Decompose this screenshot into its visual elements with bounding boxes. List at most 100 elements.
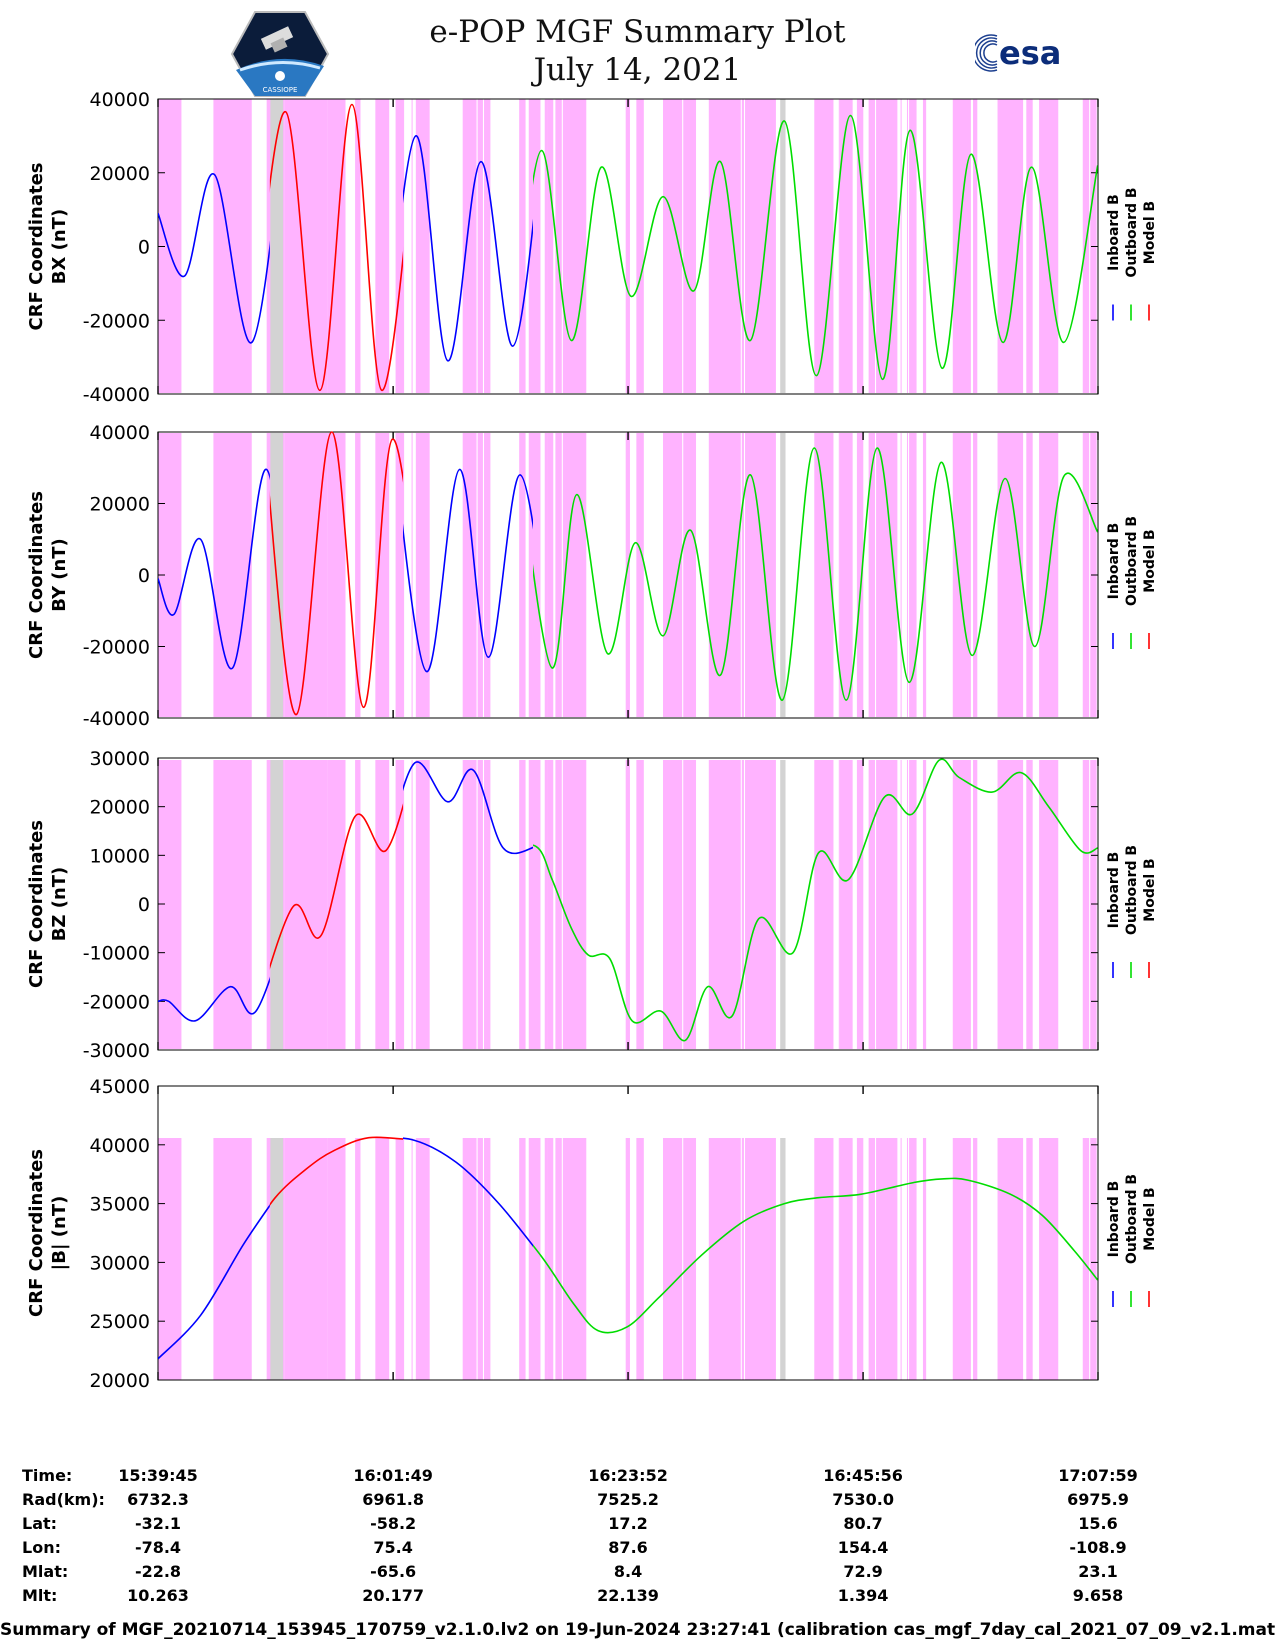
tick-table-cell: 10.263: [127, 1586, 189, 1605]
shade-pink-band: [683, 99, 697, 393]
shade-pink-band: [868, 433, 876, 717]
tick-table-cell: 75.4: [373, 1538, 413, 1557]
shade-pink-band: [625, 760, 630, 1049]
shade-pink-band: [900, 99, 902, 393]
shade-pink-band: [973, 760, 978, 1049]
shade-pink-band: [528, 760, 541, 1049]
shade-gray-band: [780, 433, 786, 717]
shade-pink-band: [625, 1138, 630, 1380]
inboard-line: [158, 976, 270, 1022]
inboard-line: [403, 1137, 534, 1247]
tick-table-cell: 22.139: [597, 1586, 659, 1605]
shade-pink-band: [876, 760, 898, 1049]
y-tick-label: 30000: [90, 1252, 150, 1274]
y-axis-label-line1: CRF Coordinates: [26, 1149, 47, 1317]
tick-table-cell: 9.658: [1072, 1586, 1124, 1605]
outboard-line: [533, 758, 1098, 1042]
legend-label: Outboard B: [1124, 187, 1140, 277]
shade-pink-band: [359, 1138, 361, 1380]
shade-gray-band: [780, 760, 786, 1049]
shade-pink-band: [284, 760, 328, 1049]
shade-pink-band: [1082, 760, 1090, 1049]
shade-gray-band: [780, 99, 786, 393]
tick-table-row: Mlt: 10.263 20.177 22.139 1.394 9.658: [0, 1586, 1275, 1611]
outboard-line: [533, 114, 1098, 381]
shade-pink-band: [1026, 1138, 1033, 1380]
shade-pink-band: [625, 99, 630, 393]
shade-pink-band: [327, 433, 346, 717]
shade-pink-band: [415, 99, 430, 393]
shade-pink-band: [477, 1138, 483, 1380]
panel-3: 30000 20000 10000 0 -10000 -20000 -30000 CRF Co…: [26, 748, 1158, 1062]
shade-pink-band: [906, 433, 909, 717]
y-axis-label-line2: BZ (nT): [49, 867, 70, 942]
shade-pink-band: [952, 99, 971, 393]
shade-pink-band: [484, 760, 491, 1049]
shade-pink-band: [662, 99, 683, 393]
y-tick-label: 40000: [90, 422, 150, 444]
panel-4: 45000 40000 35000 30000 25000 20000 CRF Coordi…: [26, 1076, 1158, 1392]
shade-pink-band: [547, 1138, 554, 1380]
shade-pink-band: [1039, 760, 1059, 1049]
y-tick-label: -40000: [83, 384, 150, 406]
outboard-line: [533, 447, 1098, 701]
tick-table-cell: -78.4: [134, 1538, 182, 1557]
shade-pink-band: [395, 760, 405, 1049]
legend-label: Model B: [1142, 529, 1158, 592]
shade-pink-band: [1082, 433, 1090, 717]
shade-pink-band: [683, 1138, 697, 1380]
shade-pink-band: [856, 433, 864, 717]
shade-pink-band: [922, 760, 927, 1049]
tick-table-row-label: Mlt:: [22, 1586, 58, 1605]
shade-pink-band: [1026, 760, 1033, 1049]
tick-table-cell: -58.2: [370, 1514, 417, 1533]
y-tick-label: 0: [138, 237, 150, 259]
shade-pink-band: [952, 1138, 971, 1380]
shade-pink-band: [741, 760, 744, 1049]
shade-pink-band: [359, 760, 361, 1049]
outboard-line: [533, 1177, 1098, 1334]
y-tick-label: -40000: [83, 708, 150, 730]
shade-pink-band: [555, 99, 562, 393]
tick-table-row: Time: 15:39:45 16:01:49 16:23:52 16:45:56 17:…: [0, 1466, 1275, 1491]
shade-pink-band: [741, 1138, 744, 1380]
shade-pink-band: [462, 99, 469, 393]
shade-gray-band: [270, 760, 284, 1049]
shade-pink-band: [1026, 99, 1033, 393]
shade-gray-band: [270, 99, 284, 393]
shade-pink-band: [952, 760, 971, 1049]
shade-pink-band: [327, 760, 346, 1049]
shade-pink-band: [683, 433, 697, 717]
shade-pink-band: [1026, 433, 1033, 717]
shade-pink-band: [547, 99, 554, 393]
shade-pink-band: [708, 99, 741, 393]
shade-pink-band: [284, 99, 328, 393]
shade-pink-band: [411, 1138, 413, 1380]
shade-pink-band: [1039, 1138, 1059, 1380]
shade-pink-band: [745, 760, 776, 1049]
shade-pink-band: [876, 1138, 898, 1380]
y-tick-label: 45000: [90, 1076, 150, 1098]
shade-pink-band: [462, 433, 469, 717]
shade-pink-band: [519, 760, 526, 1049]
tick-table-cell: 20.177: [362, 1586, 424, 1605]
shade-pink-band: [355, 99, 361, 393]
tick-table-cell: 80.7: [843, 1514, 883, 1533]
shade-pink-band: [839, 433, 853, 717]
shade-pink-band: [395, 1138, 405, 1380]
shade-pink-band: [562, 99, 587, 393]
shade-pink-band: [477, 99, 483, 393]
shade-pink-band: [909, 760, 917, 1049]
shade-pink-band: [484, 1138, 491, 1380]
shade-pink-band: [375, 99, 390, 393]
legend-label: Outboard B: [1124, 1174, 1140, 1264]
y-axis-label-line1: CRF Coordinates: [26, 163, 47, 331]
legend-label: Model B: [1142, 201, 1158, 264]
shade-pink-band: [465, 99, 477, 393]
shade-pink-band: [909, 433, 917, 717]
shade-pink-band: [555, 1138, 562, 1380]
legend-label: Inboard B: [1106, 523, 1122, 600]
shade-pink-band: [708, 433, 741, 717]
legend-label: Inboard B: [1106, 194, 1122, 271]
shade-pink-band: [528, 99, 541, 393]
